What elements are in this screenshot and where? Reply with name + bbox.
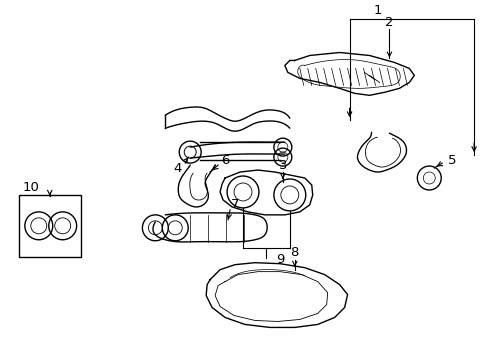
Text: 7: 7 bbox=[230, 198, 239, 211]
Text: 8: 8 bbox=[290, 246, 298, 259]
Text: 3: 3 bbox=[278, 158, 286, 172]
Text: 4: 4 bbox=[173, 162, 181, 175]
Text: 2: 2 bbox=[385, 16, 393, 29]
Bar bbox=[19, 195, 81, 257]
Text: 6: 6 bbox=[221, 154, 229, 167]
Text: 10: 10 bbox=[22, 181, 39, 194]
Text: 5: 5 bbox=[447, 154, 455, 167]
Text: 1: 1 bbox=[372, 4, 381, 17]
Text: 9: 9 bbox=[275, 253, 284, 266]
